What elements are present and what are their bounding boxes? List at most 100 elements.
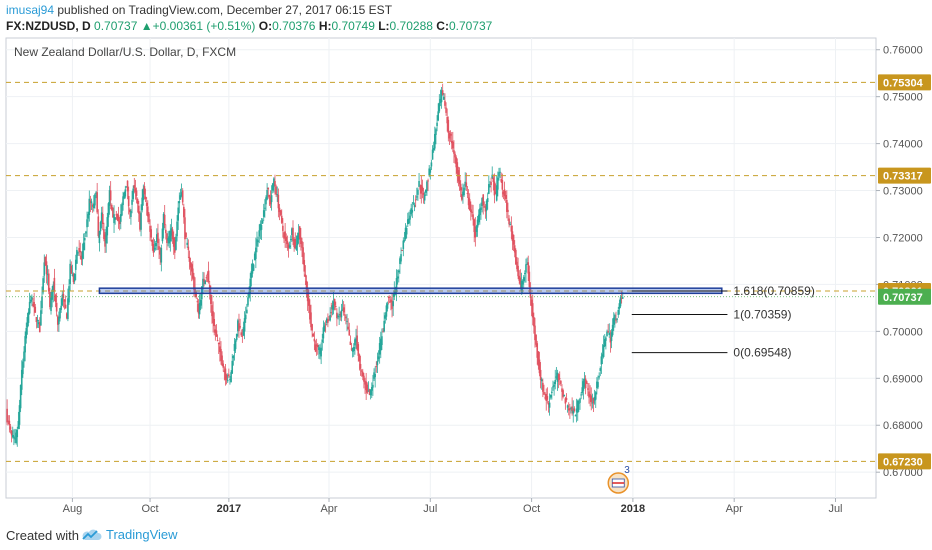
candle-body [22, 361, 24, 375]
time-tick-label: Jul [423, 503, 437, 515]
candle-body [78, 247, 80, 252]
candle-body [140, 212, 142, 230]
candle-body [321, 339, 324, 343]
candle-body [55, 302, 58, 312]
candle-body [600, 356, 603, 365]
price-chart[interactable]: 1.618(0.70859) 1(0.70359) 0(0.69548) 0.760… [0, 36, 932, 520]
candle-body [6, 408, 8, 423]
candle-body [304, 274, 307, 278]
candle-body [522, 277, 525, 281]
tradingview-brand-link[interactable]: TradingView [106, 527, 178, 542]
candle-body [19, 385, 22, 409]
candle-body [539, 369, 542, 381]
candle-body [275, 186, 277, 195]
candle-body [144, 196, 147, 200]
candle-body [572, 410, 575, 414]
candle-body [97, 216, 100, 237]
candle-body [51, 289, 53, 300]
candle-body [16, 429, 19, 438]
candle-body [168, 236, 170, 244]
candle-body [330, 312, 333, 314]
candle-body [276, 194, 279, 196]
candle-body [64, 304, 67, 309]
candle-body [71, 274, 74, 276]
candle-body [558, 378, 561, 380]
candle-body [535, 334, 537, 345]
candle-body [25, 327, 28, 339]
candle-body [101, 214, 104, 225]
candle-body [446, 117, 448, 124]
support-zone [98, 287, 723, 295]
event-flag[interactable]: 3 [607, 465, 630, 494]
candle-body [199, 299, 202, 306]
candle-body [311, 324, 313, 331]
candle-body [484, 206, 487, 212]
time-tick-label: Jul [828, 503, 842, 515]
candle-body [489, 185, 491, 188]
candle-body [477, 214, 480, 223]
candle-body [237, 320, 239, 332]
chart-header: imusaj94 published on TradingView.com, D… [0, 0, 932, 36]
candle-body [296, 235, 299, 246]
candle-body [215, 330, 218, 337]
candle-body [189, 262, 192, 268]
candle-body [544, 397, 546, 399]
candle-body [258, 230, 261, 237]
candle-body [110, 204, 113, 210]
candle-body [587, 388, 589, 390]
candle-body [38, 322, 41, 333]
candle-body [87, 214, 89, 219]
candle-body [130, 210, 132, 217]
candle-body [208, 285, 211, 294]
candle-body [81, 251, 84, 259]
candle-body [187, 246, 190, 250]
candle-body [503, 189, 506, 197]
candle-body [244, 314, 247, 320]
candle-body [427, 180, 429, 182]
time-axis: Aug Oct 2017 Apr Jul Oct 2018 Apr Jul [63, 498, 843, 515]
candle-body [148, 213, 150, 223]
candle-body [596, 381, 598, 389]
candle-body [615, 319, 617, 321]
candle-body [255, 247, 257, 259]
published-text: published on TradingView.com, December 2… [54, 3, 393, 17]
candle-body [423, 194, 426, 201]
candle-body [576, 400, 579, 413]
candle-body [388, 301, 391, 303]
candle-body [20, 369, 23, 390]
author-link[interactable]: imusaj94 [6, 3, 55, 17]
candle-body [609, 337, 612, 343]
candle-body [413, 204, 416, 208]
candle-body [465, 182, 468, 187]
candle-body [591, 402, 594, 404]
candle-body [430, 162, 433, 167]
candle-body [444, 100, 446, 106]
candle-body [229, 378, 231, 381]
candle-body [540, 379, 543, 382]
candle-body [390, 299, 392, 303]
candle-body [470, 209, 472, 213]
high-label: H: [318, 19, 332, 33]
candle-body [583, 378, 586, 387]
candle-body [382, 331, 384, 333]
candle-body [222, 363, 225, 368]
candle-body [158, 246, 160, 250]
candle-body [247, 297, 249, 306]
candle-body [480, 207, 482, 210]
candle-body [49, 291, 51, 308]
candle-body [366, 384, 369, 393]
current-price-badge-bg [878, 288, 931, 305]
candle-body [210, 294, 212, 304]
candle-body [307, 297, 310, 306]
candle-body [303, 259, 306, 272]
candle-body [533, 316, 535, 327]
candle-body [386, 303, 389, 309]
candle-body [250, 271, 253, 278]
candle-body [15, 432, 17, 444]
candle-body [320, 347, 322, 357]
candle-body [498, 172, 500, 177]
candle-body [202, 278, 204, 288]
candle-body [520, 280, 523, 291]
candle-body [574, 415, 577, 417]
candle-body [332, 301, 335, 310]
